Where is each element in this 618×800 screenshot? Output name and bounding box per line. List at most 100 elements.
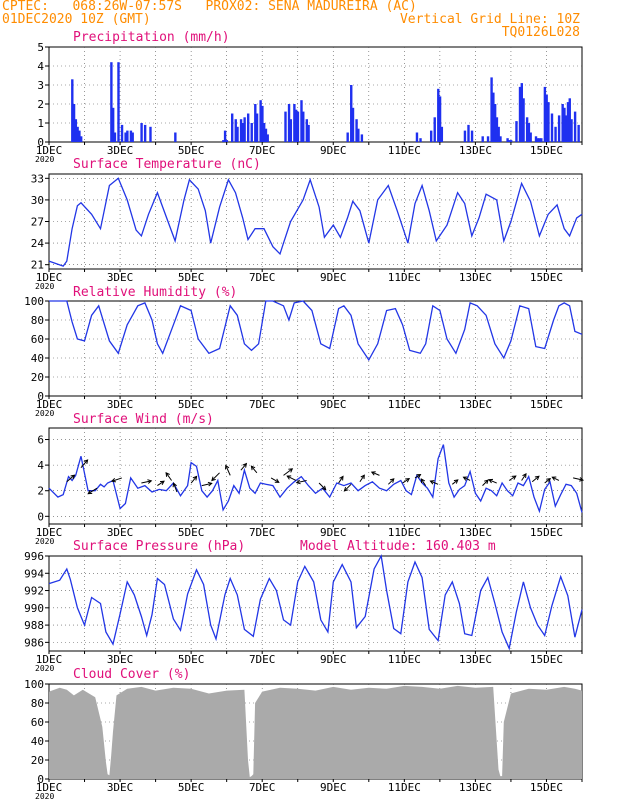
rh-xtick-label: 11DEC: [388, 398, 421, 411]
wind-vector: [240, 463, 247, 471]
precip-bar: [433, 117, 436, 142]
precip-bar: [246, 113, 250, 142]
precip-bar: [481, 136, 484, 142]
rh-year-label: 2020: [35, 409, 54, 418]
rh-title: Relative Humidity (%): [73, 285, 237, 300]
wind-vector: [414, 474, 421, 479]
precip-bar: [506, 138, 509, 142]
wind-vector: [463, 476, 471, 481]
precip-bar: [241, 123, 245, 142]
precip-bar: [296, 111, 300, 142]
precip-bar: [131, 132, 134, 142]
wind-vector: [371, 471, 380, 476]
precip-bar: [250, 123, 253, 142]
cloud-xtick-label: 5DEC: [178, 781, 205, 794]
precip-bar: [287, 104, 291, 142]
rh-xtick-label: 13DEC: [459, 398, 492, 411]
precip-bar: [255, 113, 259, 142]
wind-vector: [420, 478, 427, 486]
wind-title: Surface Wind (m/s): [73, 412, 214, 427]
wind-xtick-label: 1DEC: [36, 526, 63, 539]
precip-bar: [540, 138, 543, 142]
wind-vector-head: [207, 481, 213, 487]
wind-vector-head: [211, 476, 216, 482]
precip-bar: [110, 62, 113, 143]
cloud-ytick-label: 100: [24, 678, 44, 691]
precip-bar: [429, 130, 433, 142]
precip-bar: [470, 130, 474, 142]
rh-ytick-label: 0: [37, 390, 44, 403]
wind-xtick-label: 5DEC: [178, 526, 205, 539]
precip-bar: [490, 77, 493, 142]
temp-xtick-label: 9DEC: [320, 271, 347, 284]
precip-bar: [264, 128, 268, 142]
precip-xtick-label: 7DEC: [249, 144, 276, 157]
precip-bar: [294, 109, 298, 142]
precip-bar: [565, 115, 568, 142]
wind-vector: [573, 477, 584, 481]
precip-bar: [143, 124, 147, 142]
temp-ytick-label: 27: [31, 216, 44, 229]
pressure-frame: [48, 555, 583, 652]
precip-bar: [307, 124, 310, 142]
wind-xtick-label: 9DEC: [320, 526, 347, 539]
cloud-xtick-label: 15DEC: [530, 781, 563, 794]
wind-vector-head: [420, 478, 426, 484]
precip-bar: [225, 140, 229, 142]
wind-line: [48, 444, 583, 514]
precip-bar: [293, 104, 296, 142]
precip-bar: [140, 123, 143, 142]
wind-vector-head: [343, 486, 349, 492]
precip-bar: [509, 140, 513, 142]
precip-bar: [492, 92, 495, 142]
wind-vector: [80, 459, 88, 469]
temp-xtick-label: 3DEC: [107, 271, 134, 284]
temp-xtick-label: 1DEC: [36, 271, 63, 284]
precip-ytick-label: 5: [37, 41, 44, 54]
cloud-xtick-label: 11DEC: [388, 781, 421, 794]
temp-xtick-label: 7DEC: [249, 271, 276, 284]
precip-bar: [497, 126, 500, 142]
precip-bar: [499, 136, 502, 142]
precip-xtick-label: 5DEC: [178, 144, 205, 157]
pressure-xtick-label: 3DEC: [107, 653, 134, 666]
precip-bar: [534, 136, 538, 142]
wind-vector-head: [416, 474, 422, 479]
cloud-xtick-label: 9DEC: [320, 781, 347, 794]
rh-xtick-label: 5DEC: [178, 398, 205, 411]
pressure-ytick-label: 994: [24, 567, 44, 580]
precip-bar: [495, 117, 499, 142]
rh-xtick-label: 1DEC: [36, 398, 63, 411]
precip-bar: [79, 136, 83, 142]
wind-vector-head: [83, 459, 89, 465]
wind-vector: [430, 480, 439, 485]
precip-ytick-label: 1: [37, 117, 44, 130]
header-run-time: 01DEC2020 10Z (GMT): [2, 12, 151, 27]
wind-vector-head: [429, 480, 435, 485]
cloud-ytick-label: 20: [31, 754, 44, 767]
wind-vector: [508, 475, 517, 481]
wind-ytick-label: 0: [37, 510, 44, 523]
wind-vector: [250, 465, 258, 474]
wind-vector-head: [286, 475, 292, 480]
precip-ytick-label: 4: [37, 60, 44, 73]
wind-vector-head: [70, 474, 76, 480]
precip-bar: [568, 98, 571, 142]
rh-ytick-label: 80: [31, 314, 44, 327]
wind-vector: [451, 479, 459, 485]
cloud-xtick-label: 3DEC: [107, 781, 134, 794]
rh-xtick-label: 15DEC: [530, 398, 563, 411]
pressure-annotation: Model Altitude: 160.403 m: [300, 539, 496, 554]
precip-bar: [355, 119, 358, 142]
precip-bar: [508, 140, 511, 142]
precip-xtick-label: 13DEC: [459, 144, 492, 157]
wind-vector: [225, 465, 231, 476]
precip-xtick-label: 3DEC: [107, 144, 134, 157]
pressure-year-label: 2020: [35, 664, 54, 673]
precip-bar: [72, 104, 76, 142]
wind-vector: [211, 472, 220, 481]
wind-vector-head: [360, 474, 365, 480]
temp-frame: [48, 173, 583, 270]
pressure-xtick-label: 15DEC: [530, 653, 563, 666]
precip-bar: [129, 130, 133, 142]
